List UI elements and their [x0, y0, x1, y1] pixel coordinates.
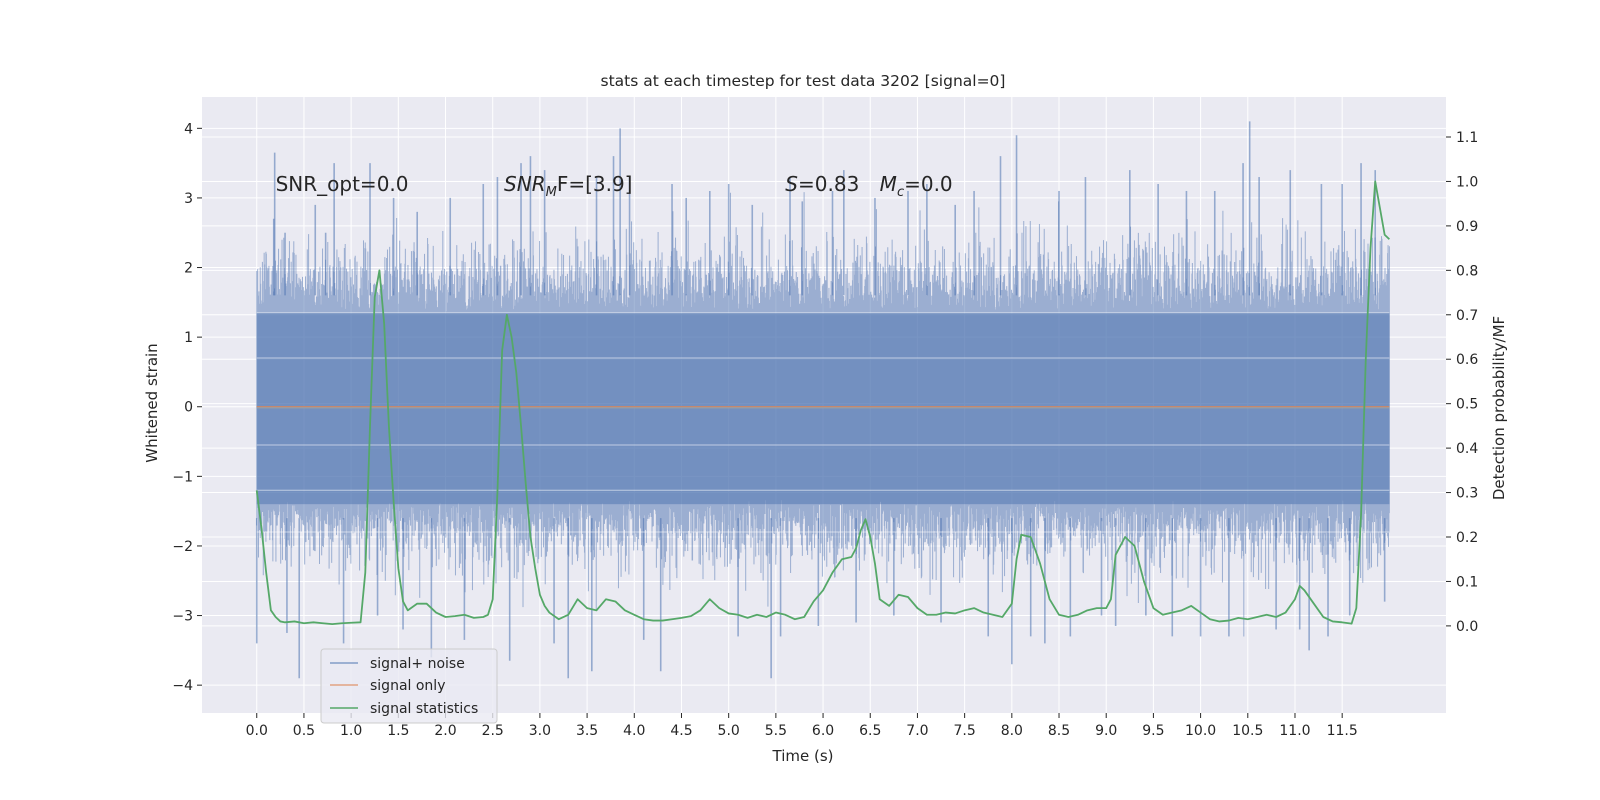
- x-tick-label: 0.0: [246, 723, 268, 739]
- x-tick-label: 1.0: [340, 723, 362, 739]
- y-right-tick-label: 0.0: [1456, 619, 1478, 635]
- x-tick-label: 5.5: [765, 723, 787, 739]
- y-left-tick-label: −1: [172, 469, 193, 485]
- y-right-tick-label: 1.1: [1456, 130, 1478, 146]
- y-left-tick-label: 0: [184, 400, 193, 416]
- x-tick-label: 7.5: [954, 723, 976, 739]
- y-right-tick-label: 0.8: [1456, 263, 1478, 279]
- y-axis-left-ticks: −4 −3 −2 −1 0 1 2 3 4: [172, 121, 202, 694]
- legend-label-signal-noise: signal+ noise: [370, 656, 465, 672]
- x-tick-label: 8.5: [1048, 723, 1070, 739]
- y-left-tick-label: 3: [184, 191, 193, 207]
- annotation-1: SNRMF=[3.9]: [504, 172, 632, 200]
- y-right-tick-label: 0.9: [1456, 219, 1478, 235]
- y-right-tick-label: 1.0: [1456, 174, 1478, 190]
- y-axis-right-ticks: 0.0 0.1 0.2 0.3 0.4 0.5 0.6 0.7 0.8 0.9 1.0 1.1: [1446, 130, 1478, 635]
- legend-label-signal-statistics: signal statistics: [370, 701, 478, 717]
- annotation-3: Mc=0.0: [880, 172, 953, 200]
- x-tick-label: 4.5: [670, 723, 692, 739]
- y-left-tick-label: 2: [184, 261, 193, 277]
- x-tick-label: 2.5: [482, 723, 504, 739]
- x-tick-label: 2.0: [434, 723, 456, 739]
- y-left-tick-label: 1: [184, 330, 193, 346]
- series-signal-statistics: [255, 180, 1390, 626]
- chart-title: stats at each timestep for test data 320…: [601, 72, 1006, 90]
- x-axis-title: Time (s): [772, 747, 834, 765]
- plot-area: [202, 97, 1446, 713]
- annotations: SNR_opt=0.0 SNRMF=[3.9] S=0.83 Mc=0.0: [276, 172, 953, 200]
- y-right-tick-label: 0.2: [1456, 530, 1478, 546]
- legend-label-signal-only: signal only: [370, 678, 445, 694]
- y-right-tick-label: 0.4: [1456, 441, 1478, 457]
- y-right-tick-label: 0.1: [1456, 574, 1478, 590]
- x-tick-label: 5.0: [718, 723, 740, 739]
- y-left-tick-label: −2: [172, 539, 193, 555]
- x-tick-label: 3.0: [529, 723, 551, 739]
- x-tick-label: 9.5: [1142, 723, 1164, 739]
- x-tick-label: 9.0: [1095, 723, 1117, 739]
- annotation-2: S=0.83: [785, 172, 859, 196]
- x-tick-label: 10.0: [1185, 723, 1216, 739]
- y-right-tick-label: 0.5: [1456, 397, 1478, 413]
- x-tick-label: 7.0: [906, 723, 928, 739]
- annotation-0: SNR_opt=0.0: [276, 172, 409, 196]
- y-left-tick-label: 4: [184, 121, 193, 137]
- y-right-tick-label: 0.7: [1456, 308, 1478, 324]
- y-left-tick-label: −4: [172, 678, 193, 694]
- x-tick-label: 1.5: [387, 723, 409, 739]
- x-tick-label: 8.0: [1001, 723, 1023, 739]
- x-tick-label: 6.5: [859, 723, 881, 739]
- x-tick-label: 11.0: [1279, 723, 1310, 739]
- x-axis-ticks: 0.0 0.5 1.0 1.5 2.0 2.5 3.0 3.5 4.0 4.5 5.0 5.5 6.0 6…: [246, 713, 1358, 739]
- x-tick-label: 4.0: [623, 723, 645, 739]
- y-right-tick-label: 0.3: [1456, 486, 1478, 502]
- y-axis-left-title: Whitened strain: [143, 343, 161, 462]
- y-axis-right-title: Detection probability/MF: [1490, 316, 1508, 500]
- x-tick-label: 10.5: [1232, 723, 1263, 739]
- x-tick-label: 6.0: [812, 723, 834, 739]
- y-left-tick-label: −3: [172, 609, 193, 625]
- x-tick-label: 11.5: [1327, 723, 1358, 739]
- y-right-tick-label: 0.6: [1456, 352, 1478, 368]
- x-tick-label: 3.5: [576, 723, 598, 739]
- noise-trace: [256, 192, 1390, 637]
- legend-box: [320, 648, 498, 724]
- x-tick-label: 0.5: [293, 723, 315, 739]
- legend: signal+ noise signal only signal statist…: [320, 648, 498, 724]
